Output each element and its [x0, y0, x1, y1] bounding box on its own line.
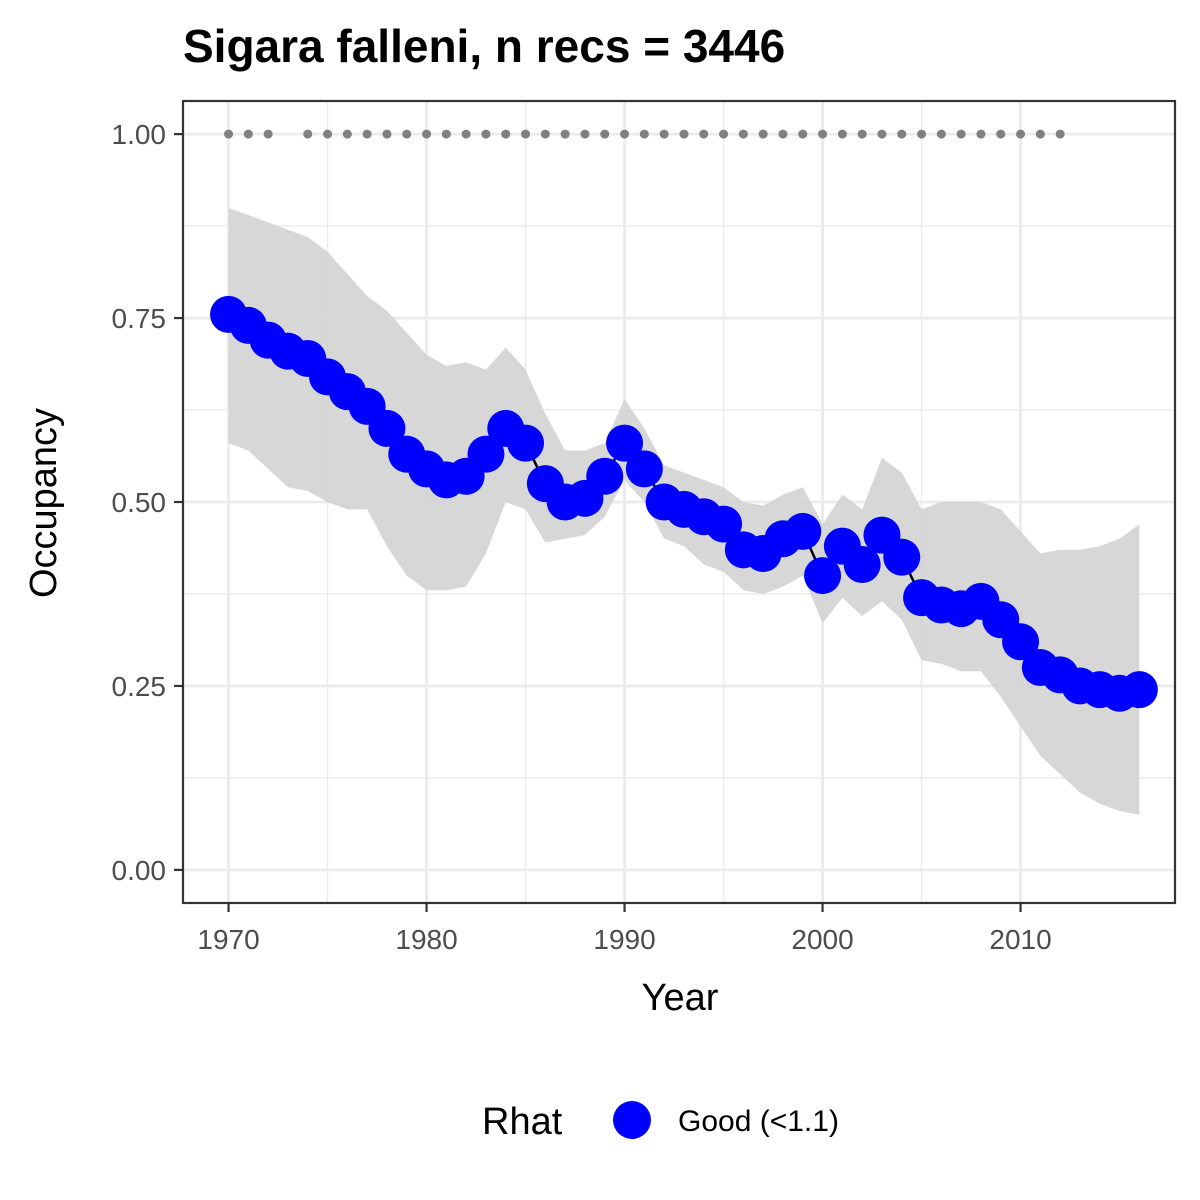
record-year-marker: [501, 129, 511, 139]
record-year-marker: [778, 129, 788, 139]
record-year-marker: [738, 129, 748, 139]
y-tick-label: 1.00: [112, 119, 167, 150]
record-year-marker: [976, 129, 986, 139]
legend-key-good: [613, 1101, 651, 1139]
record-year-marker: [639, 129, 649, 139]
record-year-marker: [818, 129, 828, 139]
occupancy-point: [368, 409, 406, 447]
record-year-marker: [917, 129, 927, 139]
record-year-marker: [877, 129, 887, 139]
occupancy-point: [625, 450, 663, 488]
record-year-marker: [620, 129, 630, 139]
record-year-marker: [243, 129, 253, 139]
record-year-marker: [758, 129, 768, 139]
record-year-marker: [560, 129, 570, 139]
record-year-marker: [263, 129, 273, 139]
occupancy-point: [507, 424, 545, 462]
record-year-marker: [956, 129, 966, 139]
record-year-marker: [798, 129, 808, 139]
record-year-marker: [422, 129, 432, 139]
record-year-marker: [659, 129, 669, 139]
record-year-marker: [719, 129, 729, 139]
occupancy-point: [784, 512, 822, 550]
record-year-marker: [303, 129, 313, 139]
occupancy-point: [843, 546, 881, 584]
occupancy-point: [606, 424, 644, 462]
x-tick-label: 2010: [989, 924, 1051, 955]
record-year-marker: [441, 129, 451, 139]
chart-title: Sigara falleni, n recs = 3446: [183, 20, 785, 72]
record-year-marker: [342, 129, 352, 139]
y-tick-label: 0.75: [112, 303, 167, 334]
record-year-marker: [540, 129, 550, 139]
occupancy-point: [1002, 623, 1040, 661]
record-year-marker: [897, 129, 907, 139]
record-year-marker: [580, 129, 590, 139]
occupancy-point: [467, 435, 505, 473]
record-year-marker: [1016, 129, 1026, 139]
record-year-marker: [600, 129, 610, 139]
occupancy-point: [586, 457, 624, 495]
x-tick-label: 1990: [593, 924, 655, 955]
record-year-marker: [1055, 129, 1065, 139]
occupancy-point: [705, 505, 743, 543]
record-year-marker: [699, 129, 709, 139]
record-year-marker: [461, 129, 471, 139]
x-axis-title: Year: [642, 977, 719, 1019]
occupancy-point: [1120, 671, 1158, 709]
record-year-marker: [481, 129, 491, 139]
x-tick-label: 2000: [791, 924, 853, 955]
legend-label-good: Good (<1.1): [678, 1105, 839, 1138]
record-year-marker: [837, 129, 847, 139]
record-year-marker: [362, 129, 372, 139]
record-year-marker: [521, 129, 531, 139]
x-tick-label: 1970: [197, 924, 259, 955]
y-tick-label: 0.00: [112, 855, 167, 886]
record-year-marker: [936, 129, 946, 139]
record-year-marker: [679, 129, 689, 139]
record-year-marker: [323, 129, 333, 139]
y-tick-label: 0.50: [112, 487, 167, 518]
occupancy-point: [804, 557, 842, 595]
y-tick-label: 0.25: [112, 671, 167, 702]
x-tick-label: 1980: [395, 924, 457, 955]
occupancy-point: [883, 538, 921, 576]
record-year-marker: [402, 129, 412, 139]
legend-title: Rhat: [482, 1101, 563, 1143]
record-year-marker: [224, 129, 234, 139]
y-axis-title: Occupancy: [23, 408, 65, 598]
record-year-marker: [996, 129, 1006, 139]
record-year-marker: [382, 129, 392, 139]
record-year-marker: [857, 129, 867, 139]
record-year-marker: [1035, 129, 1045, 139]
